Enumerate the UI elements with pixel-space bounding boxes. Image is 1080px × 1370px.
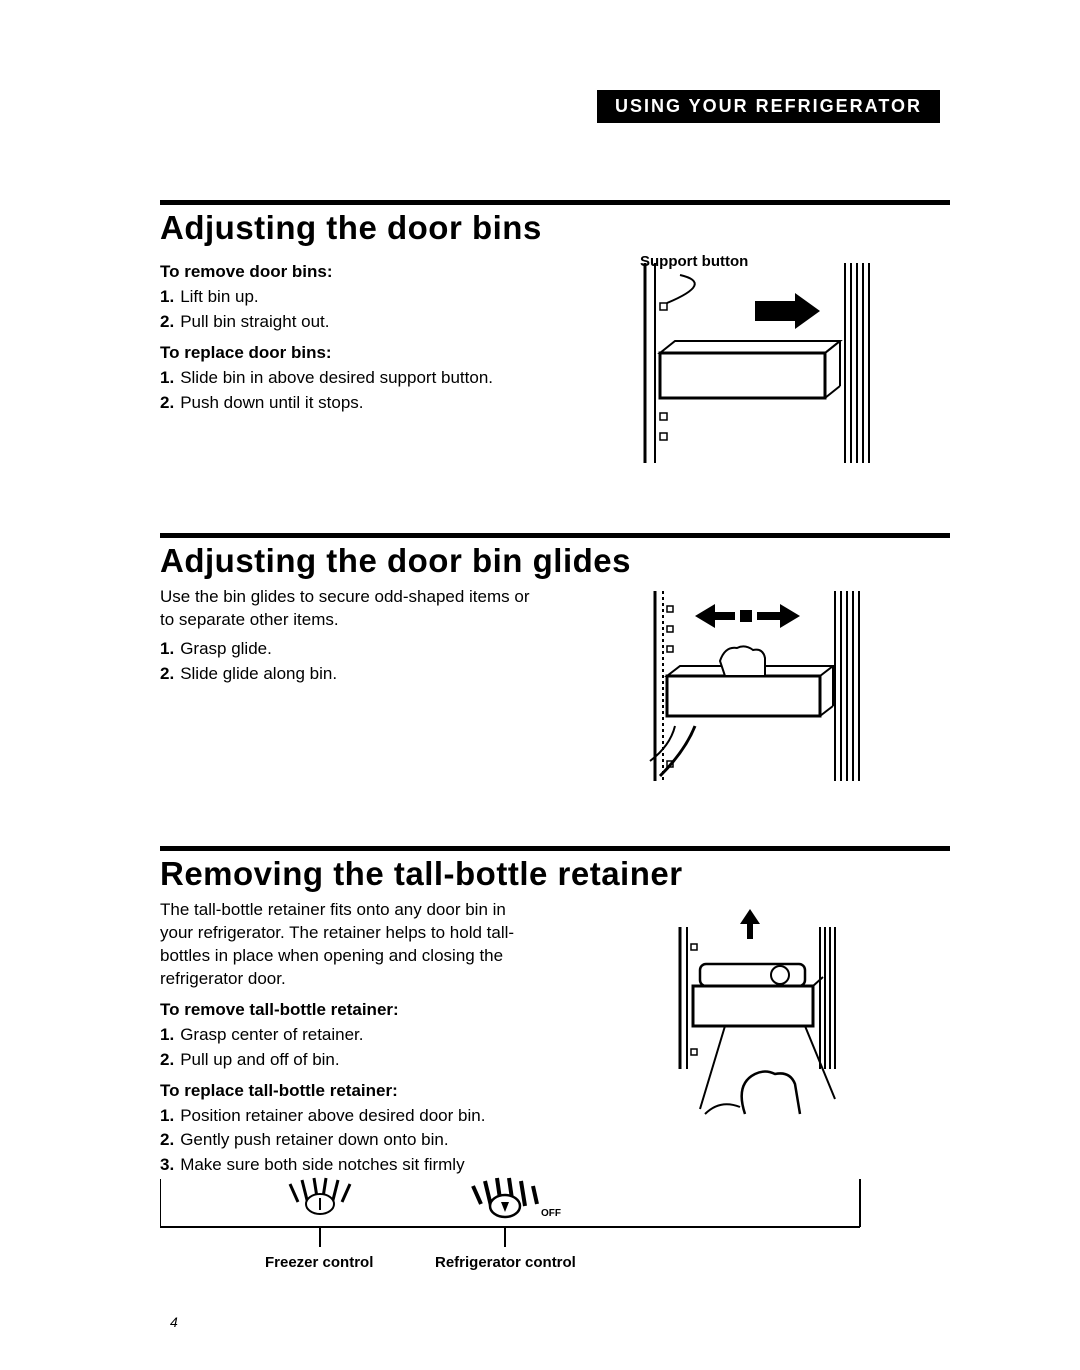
step-text: Push down until it stops. — [180, 392, 363, 415]
section2-intro: Use the bin glides to secure odd-shaped … — [160, 586, 530, 632]
header-bar: USING YOUR REFRIGERATOR — [597, 90, 940, 123]
step-text: Gently push retainer down onto bin. — [180, 1129, 448, 1152]
section1-text: To remove door bins: 1. Lift bin up. 2. Pu… — [160, 253, 530, 473]
replace-bins-heading: To replace door bins: — [160, 342, 530, 365]
step-text: Slide glide along bin. — [180, 663, 337, 686]
door-bin-diagram-icon — [625, 253, 885, 473]
support-button-label: Support button — [640, 253, 748, 270]
step-number: 2. — [160, 1129, 174, 1152]
section-bin-glides: Adjusting the door bin glides Use the bi… — [160, 533, 950, 786]
bin-glide-diagram-icon — [625, 586, 885, 786]
step-number: 1. — [160, 638, 174, 661]
section-tall-bottle: Removing the tall-bottle retainer The ta… — [160, 846, 950, 1179]
step-text: Pull bin straight out. — [180, 311, 329, 334]
section-door-bins: Adjusting the door bins To remove door b… — [160, 200, 950, 473]
step-text: Slide bin in above desired support butto… — [180, 367, 493, 390]
section3-illustration — [560, 899, 950, 1179]
remove-retainer-heading: To remove tall-bottle retainer: — [160, 999, 530, 1022]
section2-illustration — [560, 586, 950, 786]
step-text: Pull up and off of bin. — [180, 1049, 339, 1072]
section1-title: Adjusting the door bins — [160, 209, 950, 247]
step-text: Grasp glide. — [180, 638, 272, 661]
step-number: 1. — [160, 1105, 174, 1128]
replace-retainer-heading: To replace tall-bottle retainer: — [160, 1080, 530, 1103]
step-text: Lift bin up. — [180, 286, 258, 309]
freezer-control-label: Freezer control — [265, 1254, 373, 1271]
step-number: 2. — [160, 311, 174, 334]
section1-illustration: Support button — [560, 253, 950, 473]
step-number: 1. — [160, 367, 174, 390]
step-text: Position retainer above desired door bin… — [180, 1105, 485, 1128]
section3-intro: The tall-bottle retainer fits onto any d… — [160, 899, 530, 991]
controls-diagram: OFF Freezer control Refrigerator control — [160, 1199, 950, 1319]
step-number: 2. — [160, 1049, 174, 1072]
section3-text: The tall-bottle retainer fits onto any d… — [160, 899, 530, 1179]
refrigerator-control-label: Refrigerator control — [435, 1254, 576, 1271]
step-number: 1. — [160, 1024, 174, 1047]
section3-title: Removing the tall-bottle retainer — [160, 855, 950, 893]
step-number: 2. — [160, 392, 174, 415]
section2-text: Use the bin glides to secure odd-shaped … — [160, 586, 530, 786]
step-number: 1. — [160, 286, 174, 309]
section2-title: Adjusting the door bin glides — [160, 542, 950, 580]
tall-bottle-diagram-icon — [625, 899, 885, 1129]
page-number: 4 — [170, 1314, 178, 1330]
remove-bins-heading: To remove door bins: — [160, 261, 530, 284]
step-number: 2. — [160, 663, 174, 686]
svg-text:OFF: OFF — [541, 1208, 561, 1219]
step-text: Grasp center of retainer. — [180, 1024, 363, 1047]
